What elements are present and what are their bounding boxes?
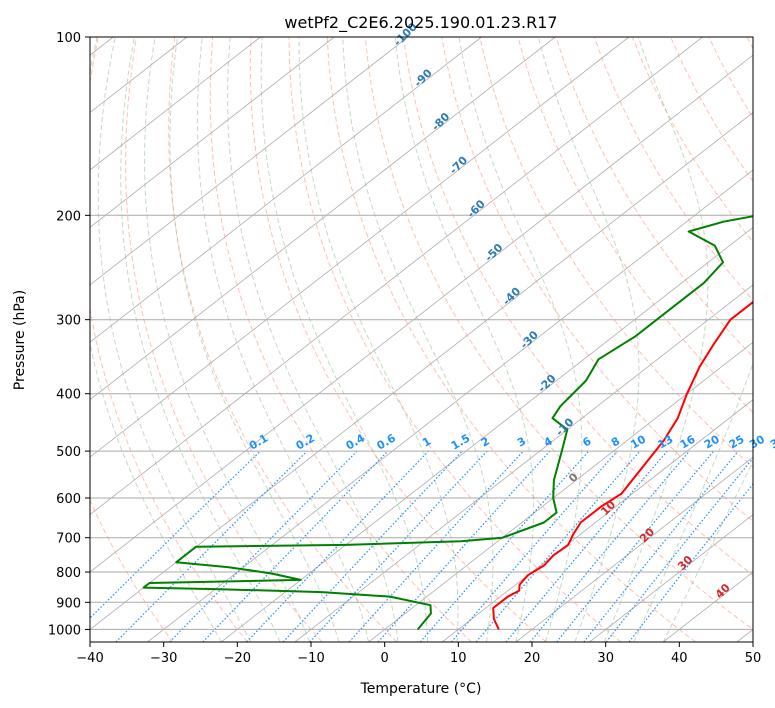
dry-adiabat-line	[326, 37, 696, 642]
x-tick-label: −30	[150, 651, 177, 666]
x-tick-label: 40	[671, 651, 688, 666]
moist-adiabat-line	[260, 37, 428, 642]
isotherm-line	[90, 37, 261, 171]
mixing-ratio-line	[282, 450, 463, 642]
mixing-ratio-line	[348, 450, 524, 642]
temperature-profile-line	[492, 300, 753, 630]
moist-adiabat-line	[227, 37, 399, 642]
data-series	[142, 215, 753, 631]
isotherm-line	[90, 37, 703, 516]
moist-adiabat-line	[342, 37, 494, 642]
dry-adiabat-line	[364, 37, 753, 631]
isotherm-line	[90, 112, 753, 630]
y-tick-label: 300	[56, 314, 81, 329]
chart-title: wetPf2_C2E6.2025.190.01.23.R17	[284, 13, 557, 33]
mixing-ratio-line	[202, 450, 389, 642]
y-tick-label: 100	[56, 31, 81, 46]
mixing-ratio-line	[583, 450, 739, 642]
axes: −40 −30 −20 −10 0 10 20 30 40 50 100 200 300 400 500 60…	[48, 31, 761, 666]
dewpoint-profile-line	[142, 215, 753, 631]
x-tick-label: 20	[524, 651, 541, 666]
dry-adiabat-line	[249, 37, 547, 642]
background-lines	[90, 37, 753, 642]
y-tick-label: 900	[56, 596, 81, 611]
y-tick-label: 400	[56, 388, 81, 403]
y-tick-label: 800	[56, 566, 81, 581]
moist-adiabat-line	[633, 362, 753, 642]
mixing-ratio-line	[450, 450, 618, 642]
dry-adiabat-line	[125, 37, 323, 642]
moist-adiabat-line	[603, 37, 709, 642]
dry-adiabat-line	[441, 37, 753, 522]
isotherm-line	[220, 226, 753, 642]
isotherm-line	[90, 37, 556, 401]
x-tick-label: 0	[381, 651, 389, 666]
isotherm-line	[90, 37, 630, 458]
mixing-ratio-label: 36	[768, 432, 775, 451]
mixing-ratio-line	[169, 450, 358, 642]
moist-adiabat-line	[196, 37, 370, 642]
moist-adiabat-line	[90, 37, 222, 642]
mixing-ratio-line	[309, 450, 488, 642]
dry-adiabat-line	[403, 37, 753, 576]
y-tick-label: 1000	[48, 623, 81, 638]
y-tick-label: 700	[56, 532, 81, 547]
y-tick-label: 200	[56, 209, 81, 224]
x-tick-label: −20	[224, 651, 251, 666]
isotherm-line	[147, 169, 753, 642]
mixing-ratio-line	[628, 483, 753, 642]
isotherm-line	[589, 514, 753, 642]
dry-adiabat-line	[168, 37, 398, 642]
mixing-ratio-line	[419, 450, 590, 642]
mixing-ratio-line	[90, 450, 261, 619]
isotherm-line	[90, 37, 482, 343]
dry-adiabat-line	[288, 37, 622, 642]
mixing-ratio-line	[246, 450, 429, 642]
x-axis-label: Temperature (°C)	[360, 681, 482, 697]
isotherm-line	[90, 37, 335, 228]
mixing-ratio-line	[605, 457, 753, 642]
dry-adiabat-line	[555, 37, 753, 358]
mixing-ratio-line	[505, 450, 668, 642]
y-tick-label: 500	[56, 445, 81, 460]
x-tick-label: 50	[745, 651, 762, 666]
isotherm-line	[515, 456, 753, 642]
dry-adiabat-line	[479, 37, 753, 468]
moist-adiabat-line	[169, 37, 340, 642]
y-tick-label: 600	[56, 492, 81, 507]
x-tick-label: −40	[76, 651, 103, 666]
isotherm-line	[90, 37, 409, 286]
dry-adiabat-line	[90, 499, 174, 642]
isotherm-line	[368, 341, 753, 642]
moist-adiabat-line	[144, 37, 311, 642]
moist-adiabat-line	[394, 37, 535, 642]
dry-adiabat-line	[209, 37, 472, 642]
pressure-grid	[90, 37, 753, 630]
moist-adiabat-line	[120, 37, 281, 642]
moist-adiabat-line	[458, 37, 583, 642]
dry-adiabat-line	[90, 37, 248, 642]
moist-adiabat-line	[97, 37, 252, 642]
mixing-ratio-line	[475, 450, 641, 642]
isotherm-line	[90, 54, 753, 573]
x-tick-label: 30	[597, 651, 614, 666]
y-axis-label: Pressure (hPa)	[12, 290, 28, 390]
x-tick-label: 10	[450, 651, 467, 666]
x-tick-label: −10	[297, 651, 324, 666]
moist-adiabat-line	[298, 37, 459, 642]
plot-frame	[89, 36, 754, 643]
moist-adiabat-line	[537, 37, 640, 642]
